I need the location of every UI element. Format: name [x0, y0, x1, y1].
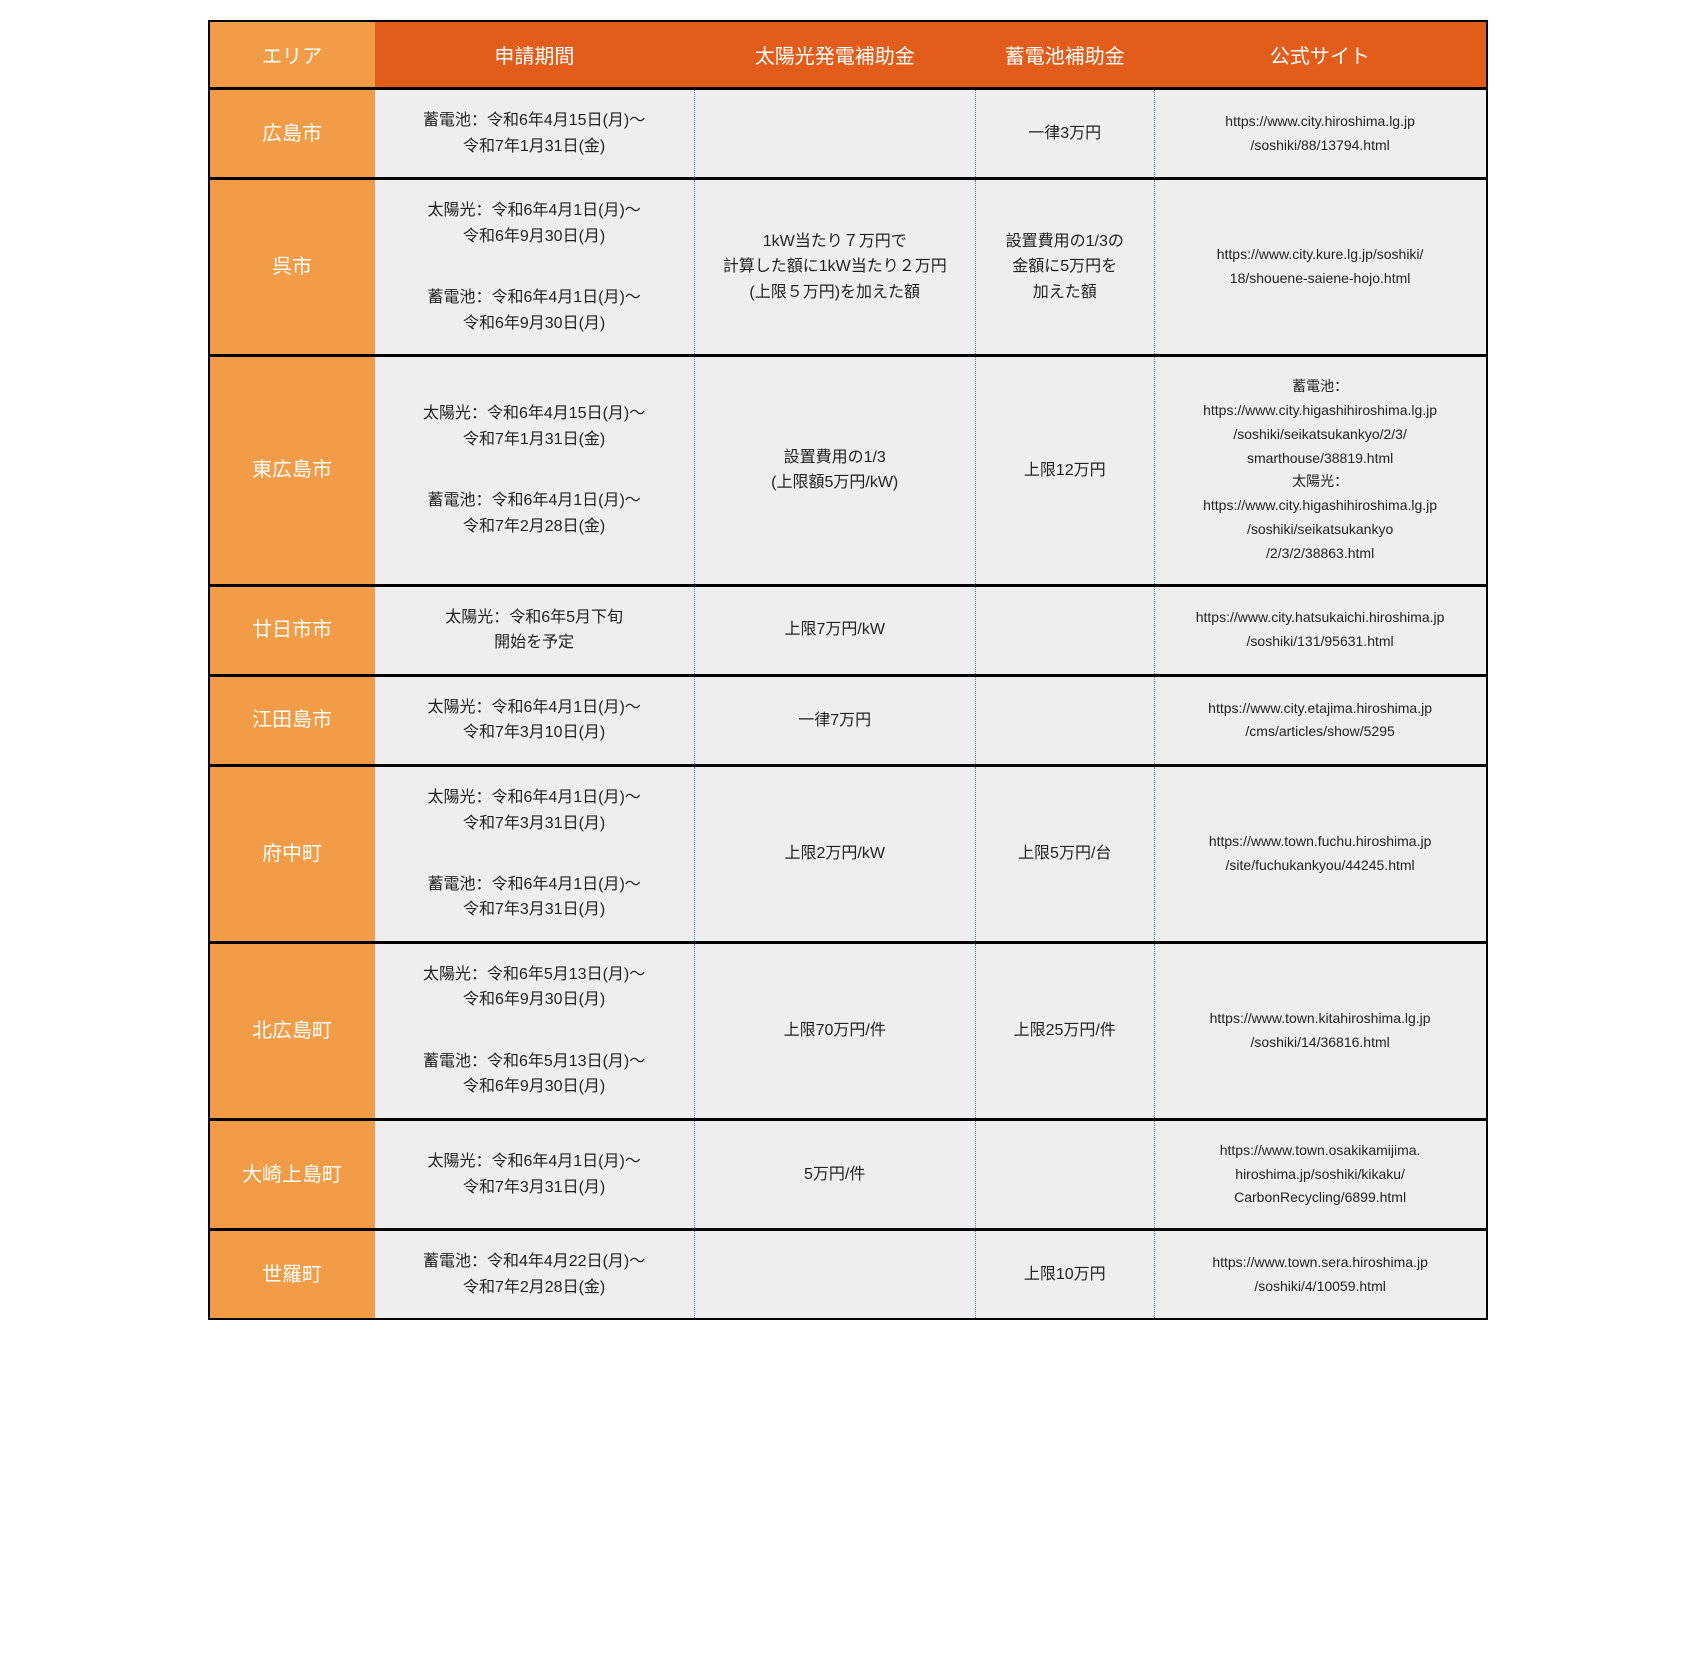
solar-cell: 一律7万円 — [694, 675, 975, 765]
area-cell: 呉市 — [209, 179, 375, 356]
table-body: 広島市蓄電池：令和6年4月15日(月)〜令和7年1月31日(金)一律3万円htt… — [209, 89, 1487, 1320]
battery-cell: 上限25万円/件 — [975, 942, 1154, 1119]
area-cell: 大崎上島町 — [209, 1119, 375, 1229]
table-row: 大崎上島町太陽光：令和6年4月1日(月)〜令和7年3月31日(月)5万円/件 ht… — [209, 1119, 1487, 1229]
area-cell: 廿日市市 — [209, 585, 375, 675]
header-solar: 太陽光発電補助金 — [694, 21, 975, 89]
period-cell: 太陽光：令和6年5月下旬開始を予定 — [375, 585, 695, 675]
website-cell: https://www.city.hatsukaichi.hiroshima.j… — [1154, 585, 1486, 675]
header-area: エリア — [209, 21, 375, 89]
table-row: 広島市蓄電池：令和6年4月15日(月)〜令和7年1月31日(金) 一律3万円htt… — [209, 89, 1487, 179]
area-cell: 江田島市 — [209, 675, 375, 765]
header-website: 公式サイト — [1154, 21, 1486, 89]
solar-cell: 上限2万円/kW — [694, 765, 975, 942]
solar-cell — [694, 1230, 975, 1320]
website-cell: https://www.city.kure.lg.jp/soshiki/18/s… — [1154, 179, 1486, 356]
solar-cell: 5万円/件 — [694, 1119, 975, 1229]
area-cell: 北広島町 — [209, 942, 375, 1119]
period-cell: 太陽光：令和6年4月1日(月)〜令和7年3月10日(月) — [375, 675, 695, 765]
area-cell: 世羅町 — [209, 1230, 375, 1320]
table-row: 呉市太陽光：令和6年4月1日(月)〜令和6年9月30日(月)蓄電池：令和6年4月… — [209, 179, 1487, 356]
website-cell: 蓄電池：https://www.city.higashihiroshima.lg… — [1154, 356, 1486, 585]
battery-cell: 一律3万円 — [975, 89, 1154, 179]
area-cell: 東広島市 — [209, 356, 375, 585]
area-cell: 府中町 — [209, 765, 375, 942]
solar-cell — [694, 89, 975, 179]
table-row: 江田島市太陽光：令和6年4月1日(月)〜令和7年3月10日(月)一律7万円 htt… — [209, 675, 1487, 765]
website-cell: https://www.town.kitahiroshima.lg.jp/sos… — [1154, 942, 1486, 1119]
solar-cell: 1kW当たり７万円で計算した額に1kW当たり２万円(上限５万円)を加えた額 — [694, 179, 975, 356]
period-cell: 太陽光：令和6年4月15日(月)〜令和7年1月31日(金)蓄電池：令和6年4月1… — [375, 356, 695, 585]
battery-cell: 上限12万円 — [975, 356, 1154, 585]
period-cell: 蓄電池：令和6年4月15日(月)〜令和7年1月31日(金) — [375, 89, 695, 179]
header-battery: 蓄電池補助金 — [975, 21, 1154, 89]
website-cell: https://www.town.osakikamijima.hiroshima… — [1154, 1119, 1486, 1229]
table-row: 府中町太陽光：令和6年4月1日(月)〜令和7年3月31日(月)蓄電池：令和6年4… — [209, 765, 1487, 942]
battery-cell — [975, 1119, 1154, 1229]
table-row: 廿日市市太陽光：令和6年5月下旬開始を予定上限7万円/kW https://www… — [209, 585, 1487, 675]
header-period: 申請期間 — [375, 21, 695, 89]
table-row: 東広島市太陽光：令和6年4月15日(月)〜令和7年1月31日(金)蓄電池：令和6… — [209, 356, 1487, 585]
table-row: 北広島町太陽光：令和6年5月13日(月)〜令和6年9月30日(月)蓄電池：令和6… — [209, 942, 1487, 1119]
area-cell: 広島市 — [209, 89, 375, 179]
solar-cell: 上限70万円/件 — [694, 942, 975, 1119]
battery-cell: 上限5万円/台 — [975, 765, 1154, 942]
battery-cell: 設置費用の1/3の金額に5万円を加えた額 — [975, 179, 1154, 356]
website-cell: https://www.city.etajima.hiroshima.jp/cm… — [1154, 675, 1486, 765]
table-row: 世羅町蓄電池：令和4年4月22日(月)〜令和7年2月28日(金) 上限10万円ht… — [209, 1230, 1487, 1320]
battery-cell — [975, 675, 1154, 765]
website-cell: https://www.city.hiroshima.lg.jp/soshiki… — [1154, 89, 1486, 179]
period-cell: 太陽光：令和6年4月1日(月)〜令和7年3月31日(月) — [375, 1119, 695, 1229]
table-header: エリア 申請期間 太陽光発電補助金 蓄電池補助金 公式サイト — [209, 21, 1487, 89]
subsidy-table: エリア 申請期間 太陽光発電補助金 蓄電池補助金 公式サイト 広島市蓄電池：令和… — [208, 20, 1488, 1320]
battery-cell: 上限10万円 — [975, 1230, 1154, 1320]
solar-cell: 設置費用の1/3(上限額5万円/kW) — [694, 356, 975, 585]
period-cell: 太陽光：令和6年4月1日(月)〜令和7年3月31日(月)蓄電池：令和6年4月1日… — [375, 765, 695, 942]
website-cell: https://www.town.sera.hiroshima.jp/soshi… — [1154, 1230, 1486, 1320]
period-cell: 蓄電池：令和4年4月22日(月)〜令和7年2月28日(金) — [375, 1230, 695, 1320]
battery-cell — [975, 585, 1154, 675]
solar-cell: 上限7万円/kW — [694, 585, 975, 675]
website-cell: https://www.town.fuchu.hiroshima.jp/site… — [1154, 765, 1486, 942]
period-cell: 太陽光：令和6年4月1日(月)〜令和6年9月30日(月)蓄電池：令和6年4月1日… — [375, 179, 695, 356]
period-cell: 太陽光：令和6年5月13日(月)〜令和6年9月30日(月)蓄電池：令和6年5月1… — [375, 942, 695, 1119]
